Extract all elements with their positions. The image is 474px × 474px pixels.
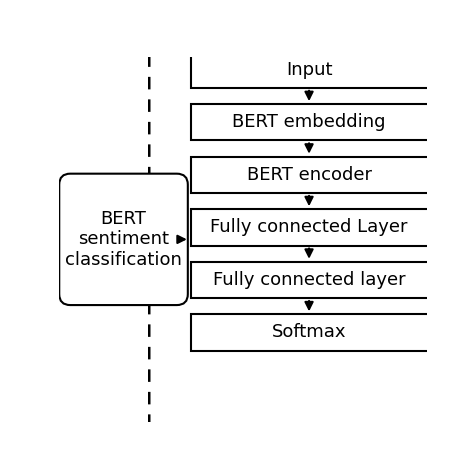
FancyBboxPatch shape (191, 104, 456, 140)
FancyBboxPatch shape (191, 156, 456, 193)
FancyBboxPatch shape (191, 314, 456, 351)
Text: Softmax: Softmax (272, 323, 346, 341)
Text: BERT embedding: BERT embedding (232, 113, 386, 131)
Text: BERT
sentiment
classification: BERT sentiment classification (65, 210, 182, 269)
FancyBboxPatch shape (191, 209, 456, 246)
FancyBboxPatch shape (191, 51, 456, 88)
Text: Fully connected layer: Fully connected layer (213, 271, 405, 289)
Text: Fully connected Layer: Fully connected Layer (210, 219, 408, 237)
FancyBboxPatch shape (59, 173, 188, 305)
FancyBboxPatch shape (191, 262, 456, 298)
Text: BERT encoder: BERT encoder (246, 166, 372, 184)
Text: Input: Input (286, 61, 332, 79)
